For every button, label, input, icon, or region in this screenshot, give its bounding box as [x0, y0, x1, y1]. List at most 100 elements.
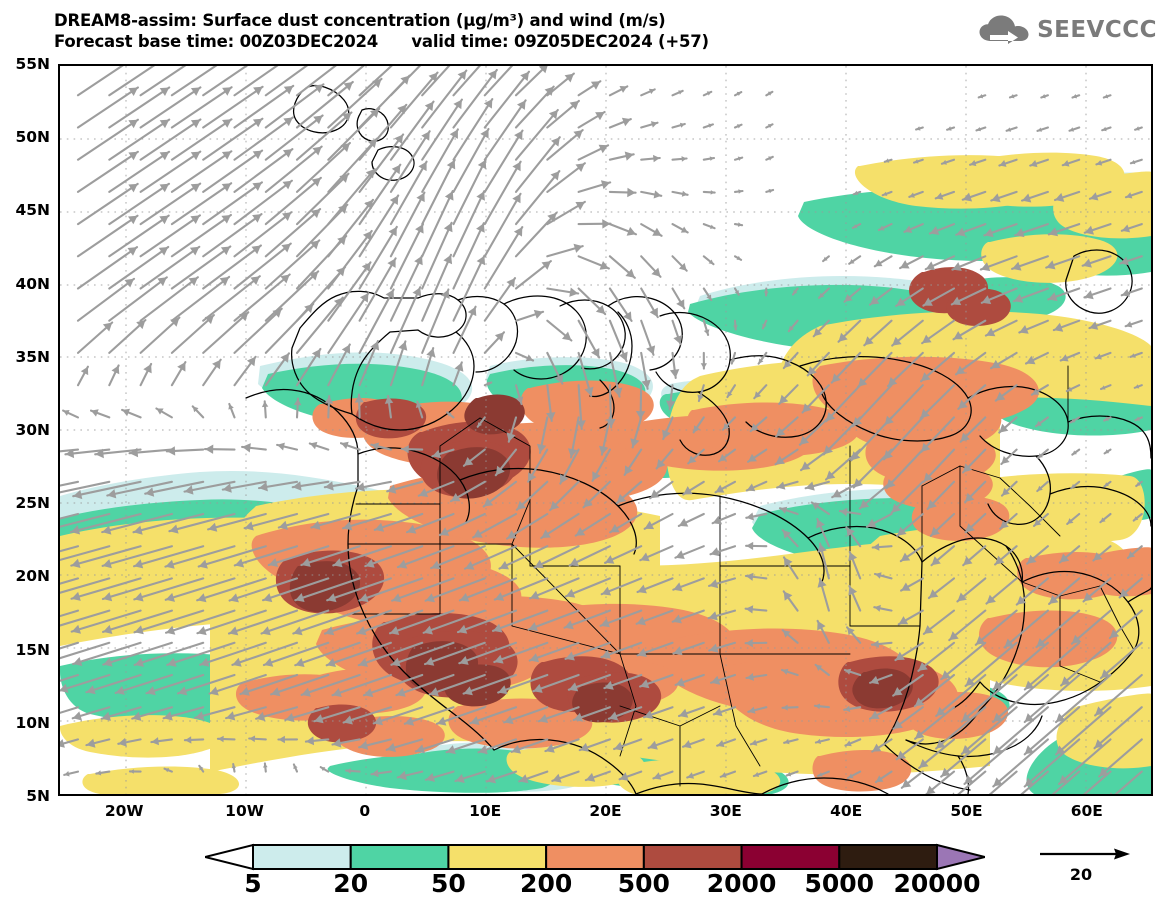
- wind-arrowhead: [748, 706, 756, 714]
- wind-arrow: [264, 66, 309, 97]
- wind-arrowhead: [700, 363, 707, 369]
- wind-arrow: [170, 213, 232, 258]
- wind-arrowhead: [387, 258, 396, 268]
- wind-arrowhead: [767, 124, 773, 129]
- wind-arrowhead: [488, 70, 497, 80]
- wind-arrowhead: [993, 712, 1003, 722]
- wind-arrow: [233, 179, 293, 226]
- wind-arrowhead: [753, 772, 760, 777]
- wind-arrowhead: [916, 126, 921, 131]
- wind-arrowhead: [1037, 485, 1043, 491]
- wind-arrowhead: [511, 744, 521, 754]
- wind-arrowhead: [941, 159, 947, 165]
- wind-arrow: [327, 137, 378, 193]
- wind-arrowhead: [573, 712, 584, 722]
- wind-arrowhead: [394, 134, 404, 144]
- x-tick-10E: 10E: [469, 802, 502, 820]
- wind-arrow: [940, 738, 987, 778]
- colorbar-under-range: [204, 843, 254, 871]
- wind-arrow: [139, 118, 202, 161]
- wind-arrow: [514, 85, 555, 129]
- wind-arrow: [70, 609, 142, 633]
- wind-arrowhead: [388, 226, 397, 237]
- wind-arrow: [462, 673, 518, 695]
- wind-arrowhead: [372, 78, 382, 88]
- wind-arrowhead: [86, 685, 96, 695]
- wind-arrowhead: [678, 90, 683, 95]
- wind-arrowhead: [981, 295, 992, 305]
- wind-arrow: [60, 512, 80, 520]
- wind-arrowhead: [901, 582, 911, 591]
- wind-arrow: [295, 296, 344, 354]
- wind-arrowhead: [1072, 450, 1077, 455]
- wind-arrow: [483, 226, 524, 290]
- wind-arrowhead: [764, 291, 769, 296]
- wind-arrow: [358, 577, 424, 602]
- wind-arrowhead: [365, 558, 375, 568]
- wind-arrow: [960, 673, 1018, 723]
- wind-arrowhead: [517, 100, 526, 110]
- wind-arrowhead: [310, 209, 321, 219]
- wind-arrowhead: [575, 201, 585, 211]
- wind-arrowhead: [421, 131, 430, 141]
- wind-arrow: [327, 66, 365, 97]
- wind-arrowhead: [1096, 160, 1103, 166]
- wind-arrow: [267, 545, 330, 567]
- wind-arrowhead: [1100, 669, 1111, 679]
- wind-arrowhead: [454, 362, 464, 372]
- wind-arrowhead: [157, 277, 167, 286]
- wind-arrowhead: [961, 745, 972, 754]
- wind-arrowhead: [573, 130, 583, 139]
- wind-arrowhead: [513, 227, 523, 237]
- wind-arrow: [300, 673, 361, 696]
- wind-arrowhead: [564, 73, 574, 83]
- wind-arrowhead: [900, 260, 910, 269]
- wind-arrow: [60, 480, 111, 494]
- wind-arrowhead: [271, 687, 281, 697]
- wind-arrowhead: [1067, 518, 1074, 524]
- wind-arrow: [327, 261, 372, 322]
- wind-arrowhead: [337, 236, 347, 246]
- wind-arrowhead: [745, 605, 754, 614]
- wind-arrow: [310, 512, 361, 529]
- wind-arrowhead: [710, 547, 720, 557]
- wind-arrowhead: [1125, 192, 1133, 199]
- wind-arrowhead: [190, 215, 200, 224]
- wind-arrow: [300, 545, 361, 567]
- wind-arrowhead: [750, 739, 758, 746]
- wind-arrowhead: [129, 447, 139, 458]
- wind-arrow: [164, 609, 236, 634]
- wind-arrow: [102, 609, 173, 633]
- wind-arrowhead: [576, 420, 586, 429]
- wind-arrowhead: [449, 129, 458, 139]
- wind-arrowhead: [679, 122, 685, 128]
- wind-arrowhead: [166, 446, 176, 456]
- wind-arrow: [233, 242, 292, 290]
- wind-arrow: [294, 641, 361, 667]
- wind-arrowhead: [867, 518, 877, 528]
- wind-arrowhead: [925, 261, 936, 271]
- wind-arrow: [170, 86, 233, 129]
- wind-arrowhead: [673, 646, 683, 656]
- wind-arrow: [264, 83, 325, 129]
- wind-arrowhead: [453, 99, 462, 110]
- wind-arrowhead: [340, 143, 350, 153]
- chart-subtitle: Forecast base time: 00Z03DEC2024 valid t…: [54, 32, 709, 51]
- wind-arrowhead: [823, 256, 828, 262]
- wind-arrowhead: [159, 183, 169, 193]
- wind-arrowhead: [101, 711, 111, 721]
- wind-arrowhead: [103, 657, 113, 667]
- wind-arrowhead: [342, 112, 352, 122]
- wind-arrowhead: [1130, 159, 1136, 165]
- wind-arrowhead: [1072, 94, 1078, 99]
- wind-arrowhead: [978, 94, 984, 99]
- wind-arrow: [60, 512, 111, 528]
- wind-arrowhead: [458, 624, 468, 634]
- wind-arrowhead: [768, 156, 773, 161]
- wind-arrowhead: [358, 658, 368, 667]
- x-tick-20E: 20E: [589, 802, 622, 820]
- wind-arrowhead: [1084, 225, 1094, 235]
- wind-arrowhead: [635, 411, 646, 420]
- wind-arrow: [421, 221, 453, 290]
- wind-arrowhead: [832, 489, 842, 498]
